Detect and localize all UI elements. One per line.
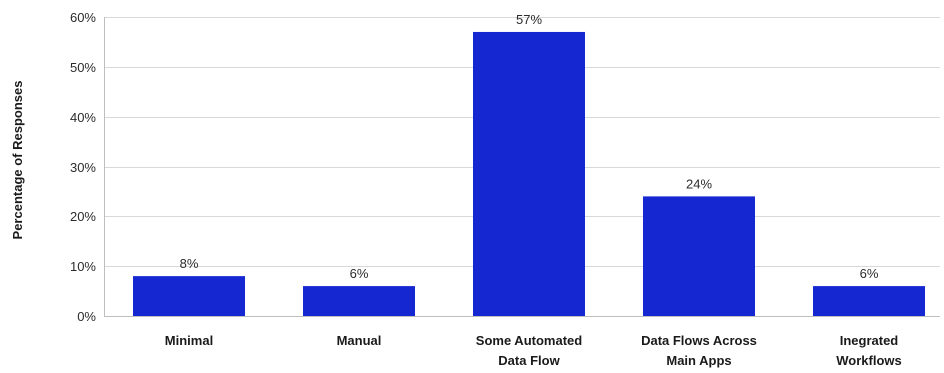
y-tick-label: 30% <box>70 160 96 175</box>
data-label: 6% <box>860 266 879 281</box>
y-axis-ticks: 0% 10% 20% 30% 40% 50% 60% <box>70 10 96 324</box>
bar <box>643 196 755 316</box>
data-label: 57% <box>516 12 542 27</box>
bar <box>813 286 925 316</box>
bars <box>133 31 925 316</box>
y-tick-label: 50% <box>70 60 96 75</box>
y-tick-label: 20% <box>70 209 96 224</box>
x-category-label: Inegrated Workflows <box>836 333 902 368</box>
y-tick-label: 0% <box>77 309 96 324</box>
bar <box>473 31 585 316</box>
y-tick-label: 40% <box>70 110 96 125</box>
data-label: 8% <box>180 256 199 271</box>
data-label: 24% <box>686 176 712 191</box>
y-tick-label: 60% <box>70 10 96 25</box>
y-axis-title: Percentage of Responses <box>10 81 25 240</box>
x-axis-categories: Minimal Manual Some Automated Data Flow Data… <box>165 333 902 368</box>
x-category-label: Manual <box>337 333 382 348</box>
data-label: 6% <box>350 266 369 281</box>
data-labels: 8% 6% 57% 24% 6% <box>180 12 879 281</box>
y-tick-label: 10% <box>70 259 96 274</box>
x-category-label: Data Flows Across Main Apps <box>641 333 757 368</box>
x-category-label: Minimal <box>165 333 213 348</box>
bar <box>303 286 415 316</box>
x-category-label: Some Automated Data Flow <box>476 333 582 368</box>
bar <box>133 276 245 316</box>
